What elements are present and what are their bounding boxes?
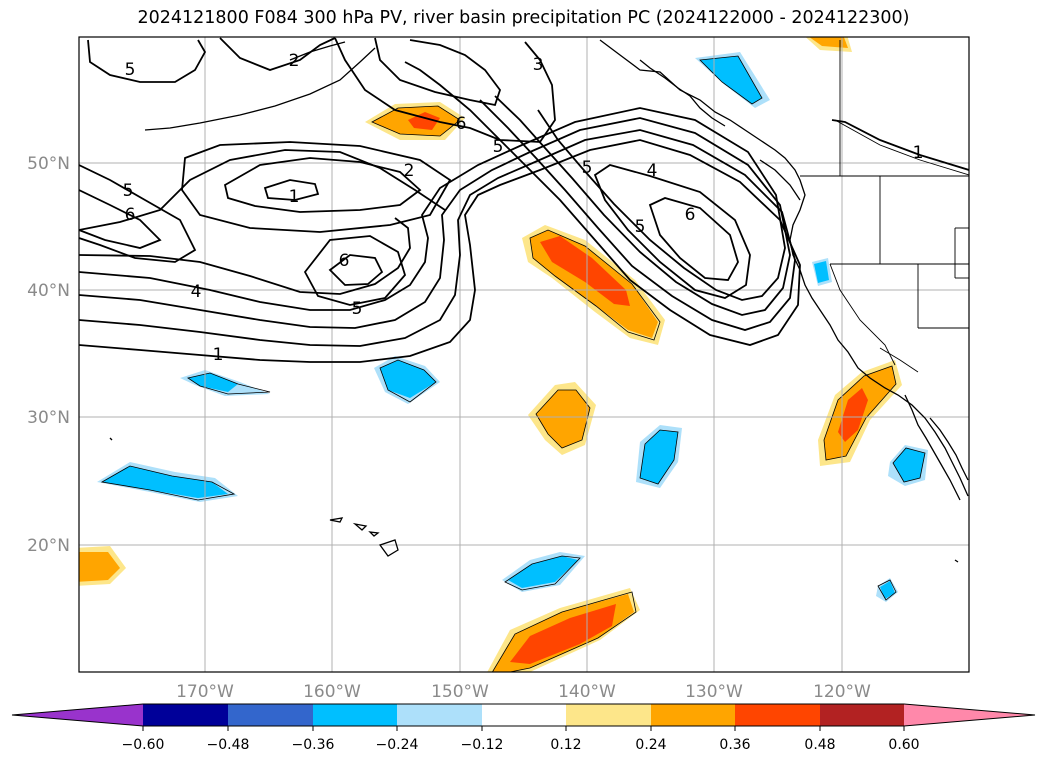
precip-outlines [100,55,926,672]
lon-label: 120°W [813,682,871,702]
coastlines [109,39,969,563]
contour-labels: 5 2 3 6 5 2 1 5 6 6 4 5 1 5 4 6 5 1 [123,51,924,365]
contour-label: 4 [191,282,202,302]
colorbar-tick-label: 0.36 [719,737,750,753]
neg-region [893,448,925,482]
lat-label: 40°N [27,281,70,301]
lon-axis: 170°W 160°W 150°W 140°W 130°W 120°W [176,682,871,702]
colorbar-swatch [482,704,566,726]
plot-frame [78,36,970,673]
colorbar-swatch [651,704,735,726]
contour-label: 5 [582,158,593,178]
lon-label: 150°W [431,682,489,702]
lon-label: 130°W [685,682,743,702]
contour-label: 3 [533,55,544,75]
colorbar-swatch [397,704,482,726]
contour-label: 6 [685,205,696,225]
colorbar-swatch [820,704,904,726]
contour-label: 5 [352,299,363,319]
lat-label: 50°N [27,154,70,174]
colorbar: −0.60 −0.48 −0.36 −0.24 −0.12 0.12 0.24 … [11,703,1036,753]
lat-label: 30°N [27,408,70,428]
precip-shading [79,37,928,672]
pos-region [79,552,120,582]
colorbar-tick-label: 0.60 [888,737,919,753]
colorbar-swatch [904,704,1035,726]
borders [800,40,969,373]
colorbar-tick-label: 0.48 [804,737,835,753]
contour-label: 6 [125,205,136,225]
contour-label: 1 [913,143,924,163]
contour-label: 6 [339,251,350,271]
contour-label: 2 [404,161,415,181]
colorbar-swatch [735,704,820,726]
neg-region [880,581,895,599]
neg-region [700,56,762,104]
contour-label: 1 [213,345,224,365]
neg-region [640,430,678,484]
pos-region [809,37,848,48]
neg-region [102,466,228,498]
pos-region [540,236,630,306]
neg-region [188,373,238,392]
neg-region [814,261,829,283]
colorbar-ticks [142,726,905,731]
plot-area: 5 2 3 6 5 2 1 5 6 6 4 5 1 5 4 6 5 1 [79,37,969,672]
lat-axis: 50°N 40°N 30°N 20°N [27,154,70,556]
colorbar-tick-label: −0.36 [292,737,335,753]
contour-label: 5 [123,181,134,201]
contour-label: 5 [493,137,504,157]
colorbar-swatch [143,704,228,726]
contour-label: 5 [635,217,646,237]
neg-region [508,556,578,588]
colorbar-tick-label: −0.60 [122,737,165,753]
lon-label: 140°W [558,682,616,702]
contour-label: 4 [647,161,658,181]
colorbar-swatch [313,704,397,726]
colorbar-swatch [566,704,651,726]
pv-contours [79,37,969,363]
contour-label: 5 [125,60,136,80]
colorbar-tick-label: −0.12 [461,737,504,753]
pos-region [510,604,616,664]
colorbar-tick-label: 0.12 [550,737,581,753]
colorbar-tick-label: 0.24 [635,737,666,753]
lon-label: 160°W [303,682,361,702]
colorbar-swatch [228,704,313,726]
pos-region [838,388,868,442]
contour-label: 2 [289,51,300,71]
pos-region [536,390,590,448]
contour-label: 1 [289,187,300,207]
lat-label: 20°N [27,536,70,556]
colorbar-tick-label: −0.24 [376,737,419,753]
colorbar-swatch [12,704,143,726]
lon-label: 170°W [176,682,234,702]
colorbar-tick-label: −0.48 [207,737,250,753]
contour-label: 6 [456,114,467,134]
map-title: 2024121800 F084 300 hPa PV, river basin … [137,8,910,28]
